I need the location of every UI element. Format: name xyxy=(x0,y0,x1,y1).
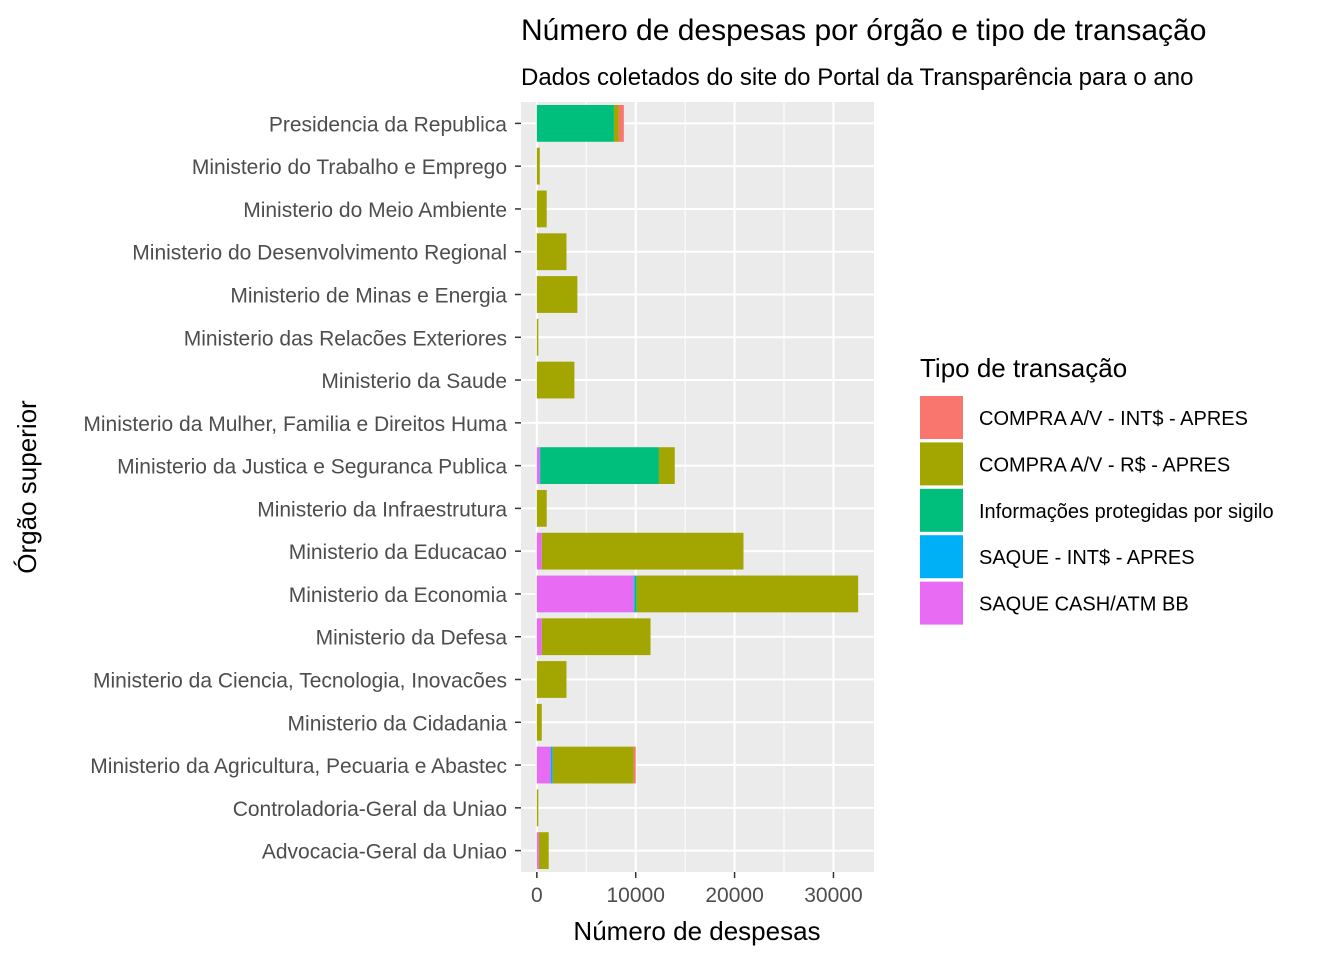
bar-segment xyxy=(633,575,635,613)
bar-segment xyxy=(536,318,539,356)
legend-key xyxy=(920,442,963,486)
x-axis-label: Número de despesas xyxy=(573,916,820,946)
bar-segment xyxy=(541,618,651,656)
bar-segment xyxy=(536,147,540,185)
legend-key xyxy=(920,488,963,532)
y-tick-label: Ministerio da Educacao xyxy=(289,541,507,564)
y-tick-label: Ministerio da Economia xyxy=(289,584,508,607)
x-tick-label: 0 xyxy=(531,884,543,907)
legend-label: SAQUE - INT$ - APRES xyxy=(979,547,1195,569)
bar-segment xyxy=(536,190,547,228)
bar-segment xyxy=(536,104,614,142)
y-tick-label: Ministerio de Minas e Energia xyxy=(230,285,507,308)
bar-segment xyxy=(633,746,636,784)
bar-segment xyxy=(536,832,539,870)
bar-segment xyxy=(550,746,553,784)
legend-label: COMPRA A/V - INT$ - APRES xyxy=(979,408,1248,430)
x-tick-label: 10000 xyxy=(606,884,664,907)
y-tick-label: Advocacia-Geral da Uniao xyxy=(262,841,507,864)
y-tick-label: Ministerio da Infraestrutura xyxy=(257,498,507,521)
y-tick-label: Ministerio da Cidadania xyxy=(288,712,508,735)
legend-key xyxy=(920,535,963,579)
y-tick-label: Ministerio da Saude xyxy=(321,370,507,393)
bar-segment xyxy=(658,447,675,485)
y-tick-label: Ministerio da Justica e Seguranca Public… xyxy=(117,456,507,479)
y-axis-ticks: Presidencia da Republica Ministerio do Tr… xyxy=(83,113,521,864)
bar-segment xyxy=(536,532,542,570)
legend: COMPRA A/V - INT$ - APRES COMPRA A/V - R$… xyxy=(920,396,1274,625)
bar-segment xyxy=(536,746,551,784)
bar-segment xyxy=(536,789,539,827)
bars-layer xyxy=(536,104,859,870)
bar-segment xyxy=(539,447,541,485)
bar-segment xyxy=(618,104,624,142)
grid-layer xyxy=(521,102,874,872)
plot-panel xyxy=(521,102,874,872)
x-axis-ticks: 0 10000 20000 30000 xyxy=(531,872,863,907)
y-tick-label: Ministerio da Agricultura, Pecuaria e Ab… xyxy=(90,755,507,778)
x-tick-label: 30000 xyxy=(804,884,862,907)
y-tick-label: Ministerio do Meio Ambiente xyxy=(243,199,507,222)
y-tick-label: Ministerio da Defesa xyxy=(316,627,508,650)
y-tick-label: Controladoria-Geral da Uniao xyxy=(233,798,507,821)
chart-subtitle: Dados coletados do site do Portal da Tra… xyxy=(521,64,1193,91)
bar-segment xyxy=(536,661,567,698)
legend-label: COMPRA A/V - R$ - APRES xyxy=(979,454,1230,476)
bar-segment xyxy=(541,532,744,570)
bar-segment xyxy=(634,575,637,613)
y-tick-label: Ministerio do Trabalho e Emprego xyxy=(192,156,507,179)
bar-segment xyxy=(636,575,859,613)
y-axis-label: Órgão superior xyxy=(12,400,42,574)
bar-segment xyxy=(536,447,540,485)
bar-segment xyxy=(536,618,542,656)
bar-segment xyxy=(536,361,575,399)
legend-label: SAQUE CASH/ATM BB xyxy=(979,594,1189,616)
bar-segment xyxy=(536,233,567,271)
bar-segment xyxy=(552,746,634,784)
y-tick-label: Ministerio da Ciencia, Tecnologia, Inova… xyxy=(93,670,507,693)
bar-segment xyxy=(613,104,619,142)
y-tick-label: Ministerio das Relacões Exteriores xyxy=(184,327,507,350)
legend-title: Tipo de transação xyxy=(920,353,1127,383)
bar-segment xyxy=(536,703,542,741)
y-tick-label: Presidencia da Republica xyxy=(269,113,507,136)
bar-segment xyxy=(536,575,634,613)
bar-segment xyxy=(536,489,547,527)
y-tick-label: Ministerio do Desenvolvimento Regional xyxy=(132,242,507,265)
bar-segment xyxy=(536,276,578,313)
legend-key xyxy=(920,581,963,625)
chart-title: Número de despesas por órgão e tipo de t… xyxy=(521,14,1206,47)
bar-segment xyxy=(538,832,549,870)
bar-segment xyxy=(540,447,659,485)
legend-key xyxy=(920,396,963,439)
legend-label: Informações protegidas por sigilo xyxy=(979,501,1274,523)
y-tick-label: Ministerio da Mulher, Familia e Direitos… xyxy=(83,413,507,436)
x-tick-label: 20000 xyxy=(705,884,763,907)
